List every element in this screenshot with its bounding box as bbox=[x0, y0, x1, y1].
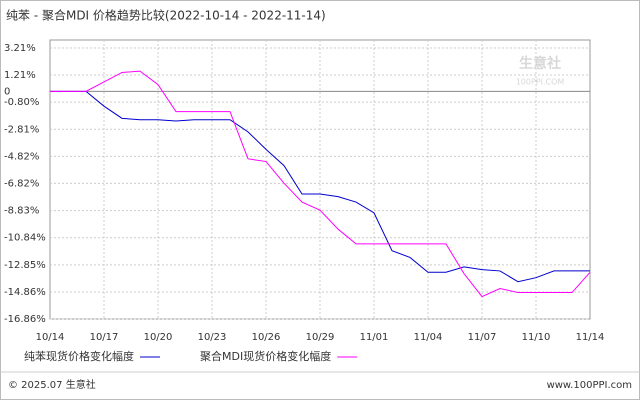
x-tick-label: 11/10 bbox=[522, 332, 551, 343]
watermark: 100PPI.COM bbox=[516, 78, 565, 87]
x-tick-label: 10/14 bbox=[36, 332, 65, 343]
y-tick-label: -8.83% bbox=[4, 206, 39, 217]
x-tick-label: 11/04 bbox=[414, 332, 443, 343]
series-line bbox=[50, 70, 591, 298]
footer-right: www.100PPI.com bbox=[547, 380, 632, 391]
y-tick-label: -16.86% bbox=[4, 314, 46, 325]
x-tick-label: 10/26 bbox=[252, 332, 281, 343]
x-tick-label: 11/14 bbox=[576, 332, 605, 343]
series-line bbox=[50, 90, 590, 283]
x-tick-label: 10/23 bbox=[198, 332, 227, 343]
y-tick-label: 1.21% bbox=[4, 70, 36, 81]
y-tick-label: -12.85% bbox=[4, 260, 46, 271]
y-tick-label: -10.84% bbox=[4, 233, 46, 244]
y-tick-label: -14.86% bbox=[4, 287, 46, 298]
legend-label: 纯苯现货价格变化幅度 bbox=[24, 349, 134, 363]
chart-title: 纯苯 - 聚合MDI 价格趋势比较(2022-10-14 - 2022-11-1… bbox=[6, 8, 326, 23]
x-tick-label: 10/29 bbox=[306, 332, 335, 343]
watermark: 生意社 bbox=[519, 55, 561, 72]
x-tick-label: 11/01 bbox=[360, 332, 389, 343]
footer-left: © 2025.07 生意社 bbox=[8, 378, 96, 391]
x-tick-label: 10/20 bbox=[144, 332, 173, 343]
y-tick-label: -2.81% bbox=[4, 124, 39, 135]
legend-label: 聚合MDI现货价格变化幅度 bbox=[200, 349, 331, 363]
y-tick-label: -6.82% bbox=[4, 178, 39, 189]
y-tick-label: -0.80% bbox=[4, 97, 39, 108]
y-tick-label: -4.82% bbox=[4, 151, 39, 162]
y-tick-label: 3.21% bbox=[4, 43, 36, 54]
x-tick-label: 10/17 bbox=[90, 332, 119, 343]
y-tick-label: 0 bbox=[4, 86, 10, 97]
x-tick-label: 11/07 bbox=[468, 332, 497, 343]
